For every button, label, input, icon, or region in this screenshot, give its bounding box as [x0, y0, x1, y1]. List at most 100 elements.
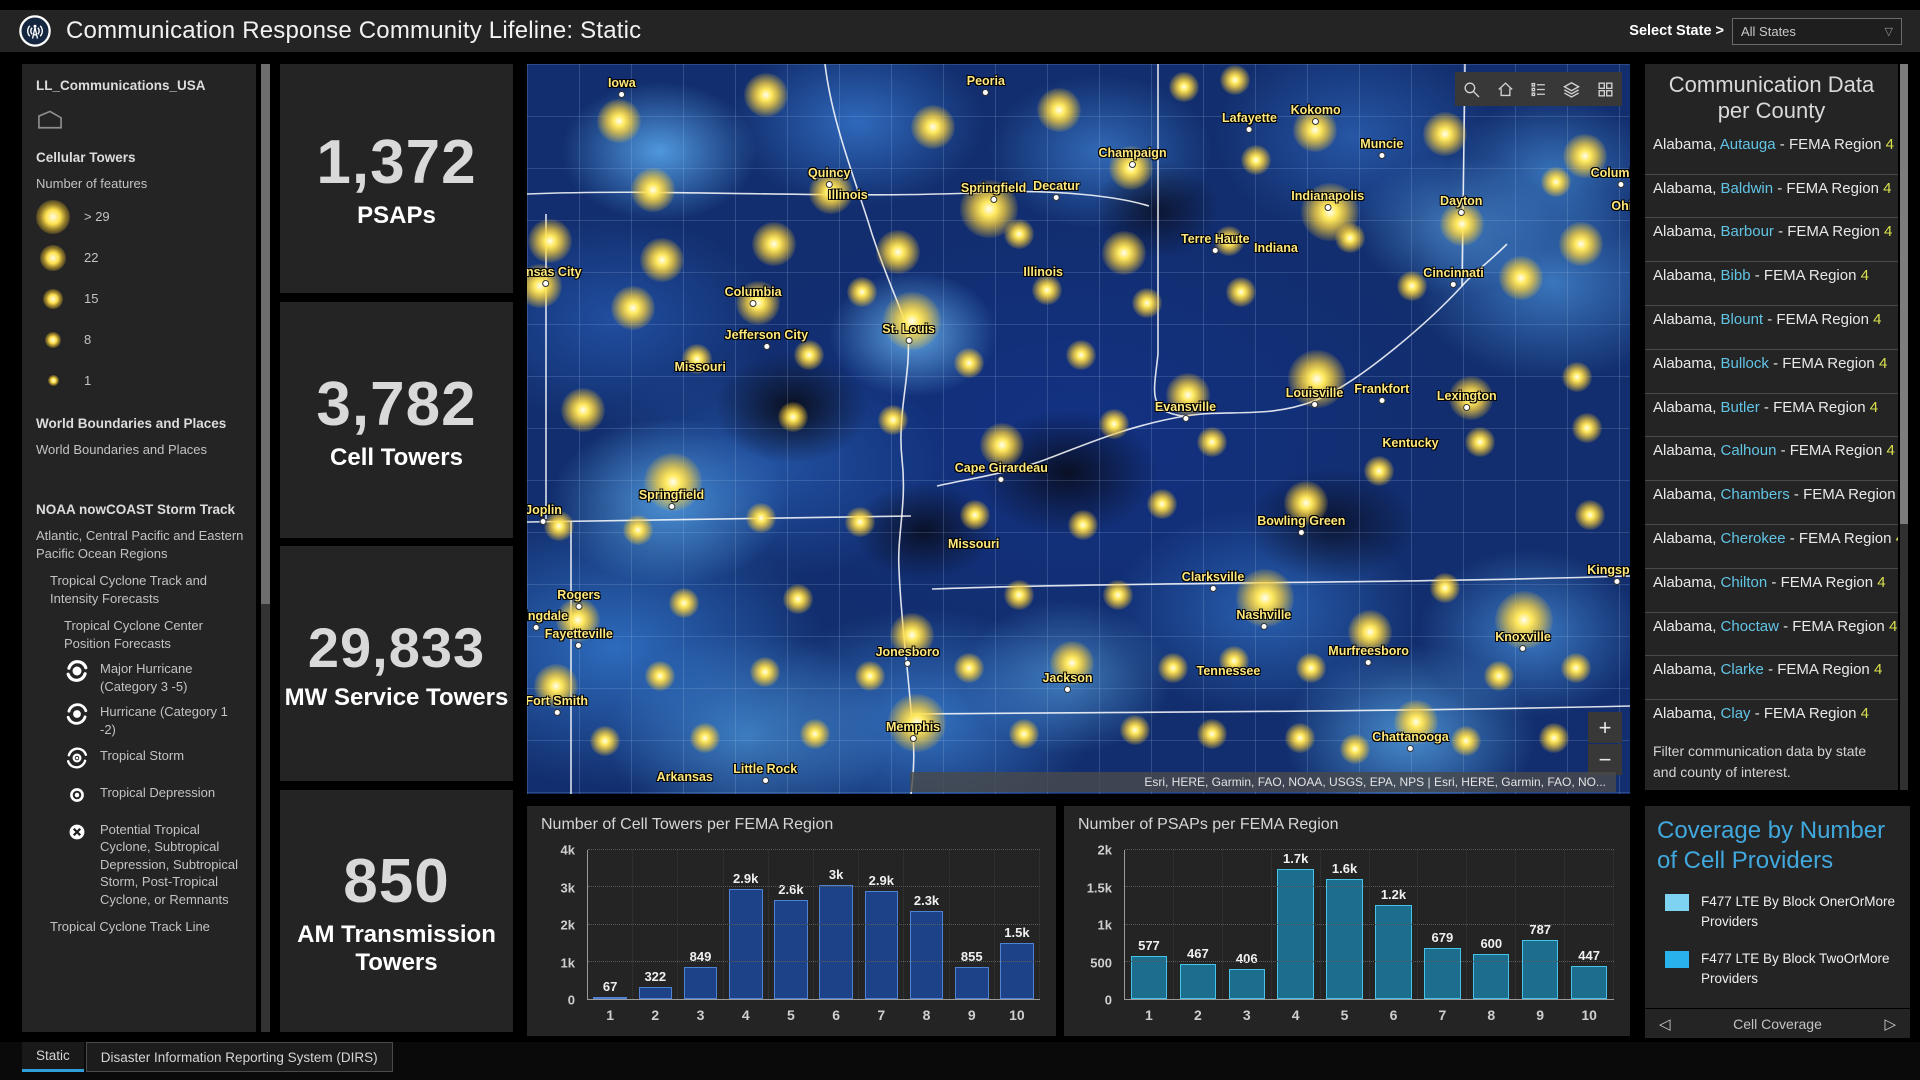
chart-bar[interactable] [1000, 943, 1034, 999]
state-label: Illinois [1023, 265, 1063, 279]
x-axis-tick: 10 [1581, 1007, 1597, 1023]
county-item-region: 4 [1888, 617, 1898, 635]
county-list-item[interactable]: Alabama, Chilton - FEMA Region 4 [1645, 569, 1898, 613]
county-list-item[interactable]: Alabama, Cherokee - FEMA Region 4 [1645, 525, 1898, 569]
coverage-legend-item: F477 LTE By Block OnerOrMore Providers [1645, 892, 1910, 933]
chart-bar[interactable] [683, 967, 718, 999]
cell-tower-glow [1220, 65, 1251, 96]
zoom-in-button[interactable]: + [1588, 712, 1622, 743]
legend-tc-center: Tropical Cyclone Center Position Forecas… [64, 618, 203, 651]
bar-value-label: 577 [1138, 938, 1160, 954]
county-list-item[interactable]: Alabama, Bibb - FEMA Region 4 [1645, 262, 1898, 306]
county-item-fema-text: - FEMA Region [1789, 486, 1898, 504]
county-list-item[interactable]: Alabama, Chambers - FEMA Region 4 [1645, 481, 1898, 525]
county-list: Alabama, Autauga - FEMA Region 4 Alabama,… [1645, 131, 1898, 744]
cell-tower-glow [639, 238, 684, 283]
pager-next-button[interactable]: ▷ [1884, 1015, 1896, 1033]
storm-legend-label: Potential Tropical Cyclone, Subtropical … [100, 821, 239, 907]
chart-bar[interactable] [1570, 965, 1608, 999]
cell-tower-glow [752, 222, 797, 267]
legend-list-icon[interactable] [1523, 74, 1553, 104]
chart-bar[interactable] [1130, 956, 1168, 999]
storm-legend-label: Tropical Depression [100, 784, 216, 800]
tab-static[interactable]: Static [22, 1042, 84, 1072]
city-label: Memphis [886, 720, 940, 743]
chart-bar[interactable] [1277, 869, 1314, 999]
county-list-item[interactable]: Alabama, Clarke - FEMA Region 4 [1645, 656, 1898, 701]
chart-bar[interactable] [909, 911, 944, 999]
county-item-fema-text: - FEMA Region [1778, 617, 1889, 635]
city-marker-dot [990, 196, 998, 204]
chevron-down-icon: ▽ [1884, 25, 1893, 38]
bar-value-label: 2.9k [868, 872, 894, 888]
zoom-out-button[interactable]: − [1588, 744, 1622, 775]
chart-bar[interactable] [864, 890, 899, 999]
basemap-grid-icon[interactable] [1590, 74, 1620, 104]
county-item-name: Blount [1720, 310, 1764, 328]
county-scrollbar-thumb[interactable] [1900, 64, 1908, 524]
map-label-text: Bowling Green [1257, 514, 1346, 529]
county-item-region: 4 [1885, 135, 1894, 153]
county-list-item[interactable]: Alabama, Blount - FEMA Region 4 [1645, 306, 1898, 350]
chart-bar[interactable] [774, 900, 808, 999]
cell-tower-glow [799, 719, 830, 750]
county-list-item[interactable]: Alabama, Calhoun - FEMA Region 4 [1645, 437, 1898, 482]
city-label: Rogers [557, 588, 600, 611]
chart-bar[interactable] [1228, 968, 1265, 999]
county-item-state: Alabama, [1653, 310, 1721, 328]
county-item-name: Clay [1720, 705, 1751, 723]
city-label: Chattanooga [1372, 730, 1449, 752]
bar-value-label: 1.2k [1380, 887, 1407, 903]
county-item-region: 4 [1883, 223, 1893, 241]
chart-bar[interactable] [728, 889, 763, 999]
cell-tower-glow [1003, 580, 1034, 611]
cell-tower-glow [1049, 641, 1094, 686]
map-label-text: Lexington [1436, 389, 1497, 404]
legend-scrollbar-thumb[interactable] [261, 64, 270, 604]
state-select-dropdown[interactable]: All States ▽ [1732, 17, 1902, 45]
county-list-item[interactable]: Alabama, Baldwin - FEMA Region 4 [1645, 175, 1898, 219]
chart-bar-slot: 3k 6 [814, 850, 860, 1023]
county-item-fema-text: - FEMA Region [1775, 135, 1886, 153]
map-label-text: Joplin [527, 503, 562, 518]
county-list-item[interactable]: Alabama, Choctaw - FEMA Region 4 [1645, 613, 1898, 657]
chart-bar[interactable] [593, 996, 627, 999]
chart-bar[interactable] [819, 885, 853, 999]
map[interactable]: Iowa Peoria Kokomo Lafayette Muncie Champaign… [527, 64, 1630, 794]
cell-tower-glow [845, 507, 876, 538]
county-list-item[interactable]: Alabama, Bullock - FEMA Region 4 [1645, 350, 1898, 394]
chart-bar[interactable] [1179, 964, 1217, 999]
county-item-state: Alabama, [1653, 486, 1721, 504]
chart-bar[interactable] [1375, 905, 1412, 999]
legend-scrollbar[interactable] [261, 64, 270, 1032]
county-item-region: 4 [1873, 310, 1882, 328]
county-item-region: 4 [1873, 661, 1883, 679]
map-label-text: Fayetteville [544, 627, 613, 642]
gridline [1125, 886, 1614, 888]
chart-bar[interactable] [1521, 940, 1559, 999]
county-list-item[interactable]: Alabama, Autauga - FEMA Region 4 [1645, 131, 1898, 175]
county-list-item[interactable]: Alabama, Clay - FEMA Region 4 [1645, 700, 1898, 744]
pager-prev-button[interactable]: ◁ [1659, 1015, 1671, 1033]
chart-bar[interactable] [1326, 879, 1363, 999]
chart-bar[interactable] [954, 967, 989, 999]
city-marker-dot [909, 735, 917, 743]
chart-bar[interactable] [1424, 948, 1461, 999]
legend-size-label: 15 [84, 291, 99, 307]
county-item-fema-text: - FEMA Region [1750, 267, 1861, 285]
tab-disaster[interactable]: Disaster Information Reporting System (D… [85, 1042, 393, 1072]
bottom-tab-bar: Static Disaster Information Reporting Sys… [0, 1042, 1920, 1080]
home-icon[interactable] [1490, 74, 1520, 104]
chart-bar-slot: 406 3 [1223, 850, 1272, 1023]
county-list-item[interactable]: Alabama, Barbour - FEMA Region 4 [1645, 218, 1898, 263]
chart-bar[interactable] [638, 987, 673, 999]
search-icon[interactable] [1457, 74, 1487, 104]
chart-bar[interactable] [1473, 954, 1510, 999]
cell-tower-glow [1283, 481, 1328, 526]
chart-bar-slot: 447 10 [1565, 850, 1615, 1023]
county-scrollbar[interactable] [1900, 64, 1908, 790]
layers-icon[interactable] [1557, 74, 1587, 104]
cell-tower-glow [1196, 427, 1227, 458]
county-list-item[interactable]: Alabama, Butler - FEMA Region 4 [1645, 394, 1898, 438]
city-marker-dot [618, 90, 626, 98]
